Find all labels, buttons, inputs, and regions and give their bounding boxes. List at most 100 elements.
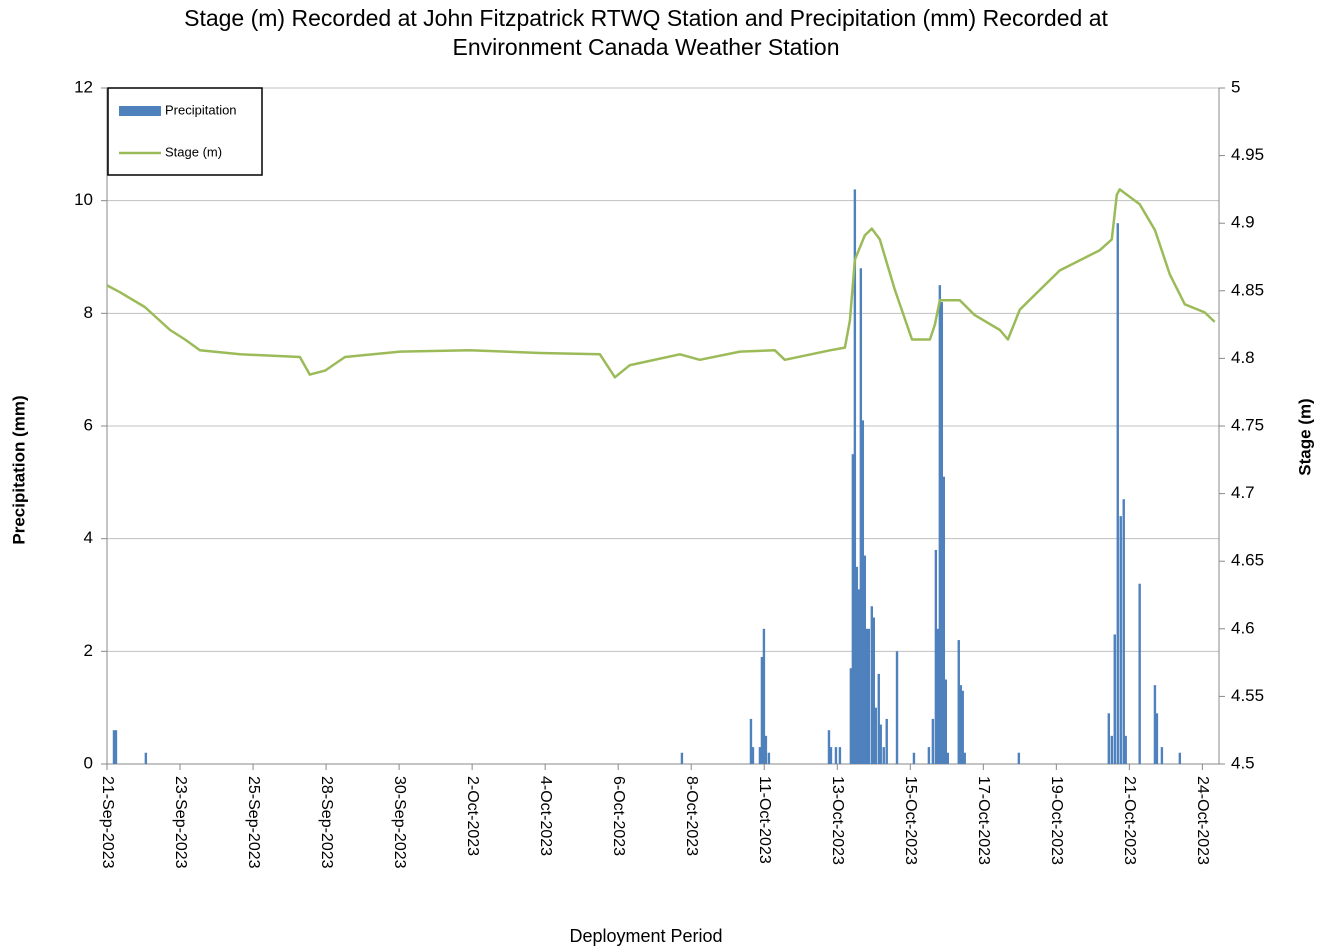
x-tick-label: 25-Sep-2023 [245,776,262,869]
bar [895,651,899,764]
bar [1116,223,1119,764]
bar [749,718,753,764]
bar [865,628,869,764]
bar [961,690,964,764]
y2-tick-label: 4.65 [1231,551,1264,570]
x-tick-label: 28-Sep-2023 [318,776,335,869]
bar [1017,752,1021,764]
bar [874,707,877,764]
line [106,188,1216,379]
legend-swatch [119,106,161,116]
x-tick-label: 30-Sep-2023 [391,776,408,869]
bar [946,752,950,764]
y2-axis-title: Stage (m) [1295,398,1314,475]
x-tick-label: 24-Oct-2023 [1194,776,1211,865]
bar [870,606,873,764]
y-axis-title: Precipitation (mm) [9,395,28,544]
y2-tick-label: 5 [1231,77,1240,96]
y2-tick-label: 4.55 [1231,686,1264,705]
bar [936,628,940,764]
bar [931,718,935,764]
bar [959,685,962,764]
bar [872,617,875,764]
y2-tick-label: 4.75 [1231,415,1264,434]
legend-label: Precipitation [165,102,237,117]
bar [114,730,118,764]
bar [764,735,768,764]
bar [762,628,766,764]
y2-tick-label: 4.9 [1231,213,1255,232]
bar [767,752,771,764]
y2-tick-label: 4.6 [1231,618,1255,637]
x-tick-label: 11-Oct-2023 [756,776,773,864]
x-tick-label: 2-Oct-2023 [464,776,481,856]
bar [912,752,916,764]
x-tick-label: 8-Oct-2023 [683,776,700,856]
x-tick-label: 15-Oct-2023 [902,776,919,865]
bar [942,476,946,764]
y-tick-label: 4 [84,528,93,547]
x-tick-label: 17-Oct-2023 [975,776,992,865]
bar [861,420,865,764]
bar [859,268,863,764]
x-axis-title: Deployment Period [569,926,722,946]
x-tick-label: 21-Oct-2023 [1121,776,1138,865]
bar [1119,516,1122,764]
bar [758,747,762,764]
bar [1178,752,1182,764]
bar [827,730,831,764]
bar [1110,735,1113,764]
legend-label: Stage (m) [165,144,222,159]
bar [944,679,948,764]
bar [885,718,888,764]
bar [1124,735,1127,764]
bar [940,302,944,764]
bar [1155,713,1159,764]
bar [857,589,861,764]
bar [867,628,871,764]
bar [834,747,838,764]
bar [963,752,966,764]
bar [1153,685,1157,764]
y2-tick-label: 4.5 [1231,753,1255,772]
bar [112,730,116,764]
legend-box [107,87,263,176]
y-tick-label: 6 [84,415,93,434]
bar [760,656,764,764]
x-tick-label: 23-Sep-2023 [172,776,189,869]
bar [838,747,842,764]
bar [853,189,857,764]
y-tick-label: 12 [74,77,93,96]
x-tick-label: 4-Oct-2023 [537,776,554,856]
y-tick-label: 0 [84,753,93,772]
bar [934,549,938,764]
bar [751,747,755,764]
bar [849,668,853,764]
y-tick-label: 8 [84,303,93,322]
x-tick-label: 19-Oct-2023 [1048,776,1065,865]
x-tick-label: 21-Sep-2023 [99,776,116,869]
bar [1160,747,1164,764]
bar [938,285,942,764]
chart-title: Stage (m) Recorded at John Fitzpatrick R… [184,5,1108,60]
y2-tick-label: 4.7 [1231,483,1255,502]
y2-tick-label: 4.85 [1231,280,1264,299]
y-tick-label: 10 [74,190,93,209]
bar [829,747,833,764]
bar [1113,634,1116,764]
bar [957,640,960,764]
bar [927,747,931,764]
y2-tick-label: 4.95 [1231,145,1264,164]
y2-tick-label: 4.8 [1231,348,1255,367]
bar [863,555,867,764]
bar [1107,713,1110,764]
bar [855,566,859,764]
bar [879,724,882,764]
x-tick-label: 6-Oct-2023 [610,776,627,856]
bar [144,752,148,764]
bar [1122,499,1125,764]
bar [877,673,880,764]
y-tick-label: 2 [84,641,93,660]
